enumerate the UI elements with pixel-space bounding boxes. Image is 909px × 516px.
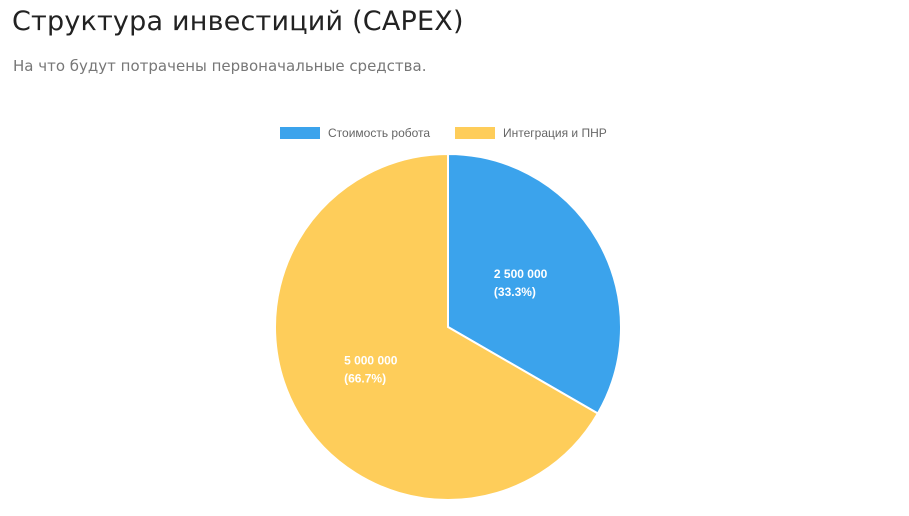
chart-title: Структура инвестиций (CAPEX) xyxy=(12,6,464,37)
pie-slice xyxy=(274,152,600,501)
pie-slice xyxy=(447,152,622,415)
percent-label: (33.3%) xyxy=(494,285,536,299)
legend-label: Стоимость робота xyxy=(328,126,430,140)
legend-label: Интеграция и ПНР xyxy=(503,126,607,140)
legend-swatch xyxy=(280,127,320,139)
chart-subtitle: На что будут потрачены первоначальные ср… xyxy=(13,57,427,75)
legend-swatch xyxy=(455,127,495,139)
percent-label: (66.7%) xyxy=(344,371,386,385)
data-label: 5 000 000 xyxy=(344,353,398,367)
data-label: 2 500 000 xyxy=(494,267,548,281)
